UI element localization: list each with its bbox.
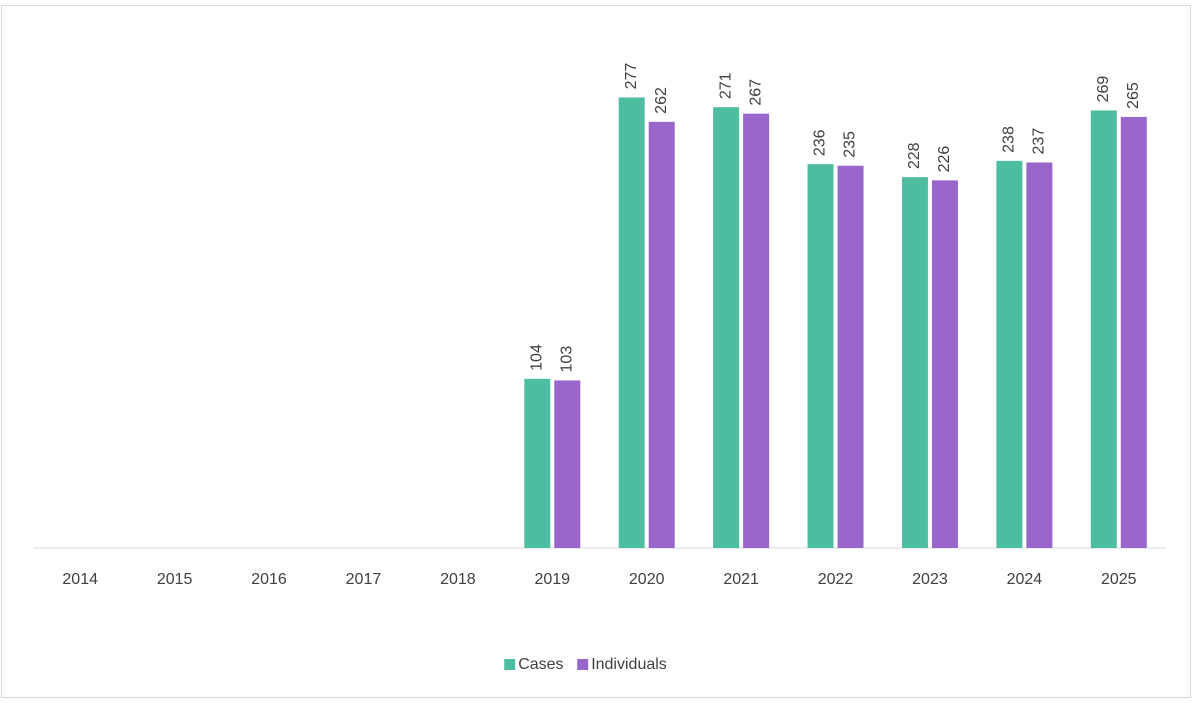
bar: [554, 380, 581, 548]
data-label: 104: [529, 344, 546, 371]
x-tick-label: 2016: [251, 571, 287, 588]
bar: [743, 113, 770, 549]
data-label: 269: [1095, 76, 1112, 103]
legend-label: Cases: [518, 656, 563, 673]
bar: [931, 180, 958, 548]
bar: [618, 97, 645, 548]
chart-border: [1, 5, 1191, 698]
bar: [837, 165, 864, 548]
bar: [524, 378, 551, 548]
data-label: 267: [747, 79, 764, 106]
x-tick-label: 2014: [62, 571, 98, 588]
data-label: 235: [842, 131, 859, 158]
x-tick-label: 2017: [346, 571, 382, 588]
bar: [996, 160, 1023, 548]
data-label: 262: [653, 87, 670, 114]
data-label: 236: [812, 129, 829, 156]
bar: [901, 177, 928, 548]
data-label: 226: [936, 146, 953, 173]
legend-swatch: [577, 659, 589, 670]
data-label: 238: [1001, 126, 1018, 153]
data-label: 103: [559, 346, 576, 373]
data-label: 237: [1031, 128, 1048, 155]
x-tick-label: 2020: [629, 571, 665, 588]
bar: [648, 121, 675, 549]
x-tick-label: 2021: [723, 571, 759, 588]
data-label: 271: [717, 72, 734, 99]
x-tick-label: 2019: [534, 571, 570, 588]
bar: [1120, 116, 1147, 548]
bar: [713, 107, 740, 548]
bar: [807, 164, 834, 548]
x-tick-label: 2023: [912, 571, 948, 588]
bar: [1090, 110, 1117, 548]
data-label: 277: [623, 63, 640, 90]
legend-swatch: [504, 659, 516, 670]
x-tick-label: 2018: [440, 571, 476, 588]
data-label: 228: [906, 142, 923, 169]
x-tick-label: 2015: [157, 571, 193, 588]
x-tick-label: 2024: [1007, 571, 1043, 588]
x-tick-label: 2022: [818, 571, 854, 588]
data-label: 265: [1125, 82, 1142, 109]
legend-label: Individuals: [591, 656, 667, 673]
x-tick-label: 2025: [1101, 571, 1137, 588]
bar: [1026, 162, 1053, 549]
